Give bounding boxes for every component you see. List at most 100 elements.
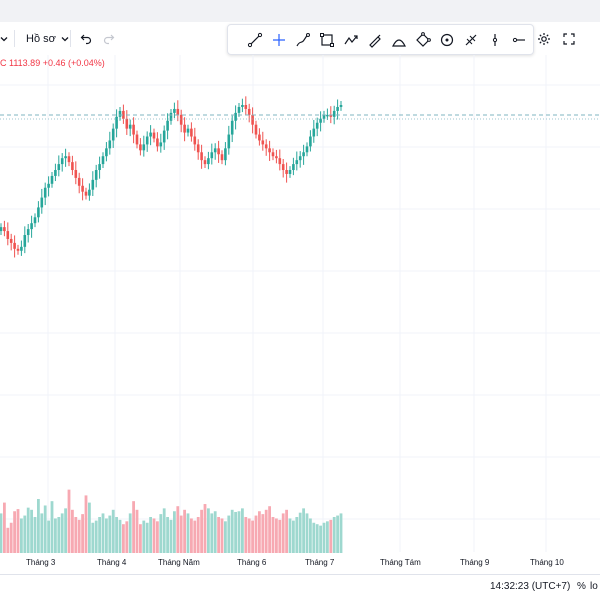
- volume-bar: [305, 513, 309, 553]
- candle-body: [207, 158, 210, 165]
- brush-icon[interactable]: [293, 30, 313, 50]
- candle-body: [37, 207, 40, 218]
- volume-bar: [196, 517, 200, 553]
- volume-bar: [105, 518, 108, 553]
- circle-icon[interactable]: [437, 30, 457, 50]
- volume-bar: [251, 520, 254, 553]
- redo-button[interactable]: [103, 22, 117, 55]
- volume-bar: [81, 514, 84, 553]
- path-icon[interactable]: [341, 30, 361, 50]
- volume-bar: [6, 527, 10, 553]
- candle-body: [258, 134, 261, 141]
- volume-bar: [9, 522, 13, 553]
- arc-icon[interactable]: [389, 30, 409, 50]
- candle-body: [30, 223, 33, 230]
- candle-body: [241, 105, 244, 107]
- candle-body: [173, 108, 176, 113]
- candle-body: [302, 152, 305, 157]
- candle-body: [3, 227, 6, 232]
- candle-body: [125, 118, 129, 129]
- polygon-icon[interactable]: [413, 30, 433, 50]
- volume-bar: [329, 519, 333, 553]
- clock-text: 14:32:23 (UTC+7): [490, 581, 571, 592]
- trend-line-icon[interactable]: [245, 30, 265, 50]
- crosshair-icon[interactable]: [269, 30, 289, 50]
- profile-dropdown[interactable]: Hồ sơ: [26, 22, 69, 55]
- candle-body: [74, 170, 78, 178]
- candle-body: [84, 191, 88, 196]
- legend-close-value: C 1113.89 +0.46 (+0.04%): [0, 58, 105, 68]
- candlestick-chart[interactable]: [0, 55, 600, 574]
- candle-body: [271, 152, 275, 157]
- x-tick-label: Tháng 6: [237, 558, 267, 567]
- volume-bar: [94, 520, 98, 553]
- rectangle-icon[interactable]: [317, 30, 337, 50]
- candle-body: [210, 152, 214, 159]
- volume-bar: [261, 514, 265, 553]
- volume-bar: [230, 509, 234, 553]
- candle-body: [247, 108, 251, 115]
- vertical-line-icon[interactable]: [485, 30, 505, 50]
- ruler-icon[interactable]: [461, 30, 481, 50]
- candle-body: [91, 179, 95, 190]
- log-toggle[interactable]: lo: [590, 581, 598, 592]
- volume-bar: [295, 517, 299, 553]
- candle-body: [322, 114, 326, 119]
- volume-bar: [64, 508, 67, 553]
- candle-body: [186, 128, 190, 133]
- volume-bar: [47, 520, 50, 553]
- candle-body: [47, 183, 50, 188]
- volume-bar: [173, 511, 176, 553]
- percent-toggle[interactable]: %: [577, 581, 586, 592]
- candle-body: [200, 152, 203, 161]
- candle-body: [159, 142, 163, 147]
- candle-body: [43, 187, 47, 198]
- volume-bar: [179, 515, 183, 553]
- x-tick-label: Tháng Năm: [158, 558, 200, 567]
- candle-body: [6, 231, 10, 239]
- volume-bar: [288, 518, 292, 553]
- candle-body: [190, 128, 193, 137]
- settings-button[interactable]: [537, 22, 553, 55]
- browser-strip: [0, 0, 600, 23]
- volume-bar: [101, 513, 105, 553]
- horizontal-ray-icon[interactable]: [509, 30, 529, 50]
- fullscreen-button[interactable]: [563, 22, 579, 55]
- volume-bar: [237, 511, 241, 553]
- volume-bar: [125, 521, 129, 553]
- candle-body: [234, 112, 237, 121]
- fullscreen-icon: [563, 32, 575, 45]
- undo-button[interactable]: [80, 22, 94, 55]
- volume-bar: [298, 512, 302, 553]
- candle-body: [227, 134, 231, 149]
- volume-bar: [156, 521, 159, 553]
- volume-bar: [122, 524, 125, 553]
- volume-bar: [115, 517, 118, 553]
- volume-bar: [88, 502, 91, 553]
- candle-body: [312, 128, 316, 137]
- volume-bar: [207, 508, 210, 553]
- volume-bar: [74, 517, 78, 553]
- candle-body: [94, 170, 98, 180]
- candle-body: [275, 156, 278, 159]
- volume-bar: [186, 513, 190, 553]
- volume-bar: [91, 522, 95, 553]
- candle-body: [101, 156, 105, 165]
- pen-icon[interactable]: [365, 30, 385, 50]
- volume-bar: [213, 511, 217, 553]
- candle-body: [149, 132, 152, 137]
- volume-bar: [302, 508, 305, 553]
- candle-body: [169, 112, 173, 121]
- volume-bar: [254, 515, 258, 553]
- volume-bar: [224, 521, 227, 553]
- candle-body: [81, 185, 84, 192]
- volume-bar: [326, 521, 329, 553]
- candle-body: [166, 120, 169, 131]
- chevron-down-icon[interactable]: [0, 22, 10, 55]
- candle-body: [60, 158, 64, 165]
- candle-body: [139, 144, 142, 151]
- candle-body: [26, 229, 30, 236]
- candle-body: [183, 124, 186, 133]
- volume-bar: [26, 507, 30, 553]
- volume-bar: [275, 518, 278, 553]
